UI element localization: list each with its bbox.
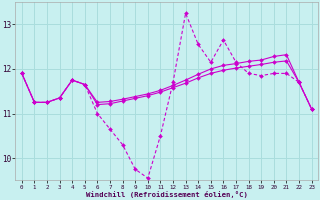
X-axis label: Windchill (Refroidissement éolien,°C): Windchill (Refroidissement éolien,°C) bbox=[86, 191, 248, 198]
